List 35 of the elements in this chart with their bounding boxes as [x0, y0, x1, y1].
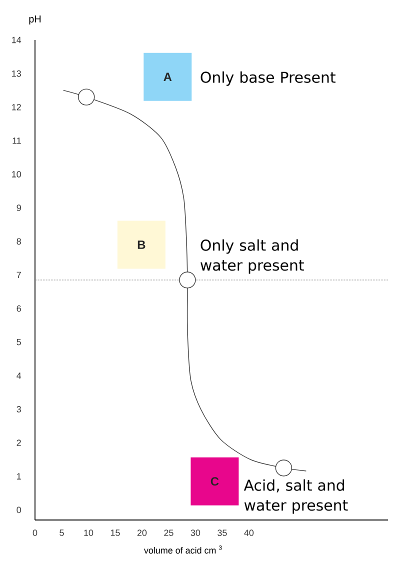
y-tick-label: 13 — [12, 70, 21, 77]
annotation: A — [164, 72, 172, 82]
annotation: B — [138, 240, 146, 249]
annotation: C — [210, 477, 219, 486]
y-tick-label: 14 — [12, 36, 22, 44]
y-tick-label: 8 — [16, 238, 21, 245]
x-tick-label: 40 — [244, 530, 254, 536]
x-tick-label: 15 — [110, 530, 120, 536]
y-tick-label: 11 — [12, 138, 21, 144]
point — [179, 272, 196, 288]
x-tick-label: 10 — [84, 530, 94, 536]
x-tick-label: 35 — [218, 530, 227, 536]
y-tick-label: 3 — [16, 406, 21, 412]
y-tick-label: 2 — [16, 440, 21, 446]
y-tick-label: 12 — [12, 104, 21, 110]
y-tick-label: 0 — [16, 506, 22, 514]
point — [78, 88, 95, 106]
annotation: Only base Present — [200, 71, 336, 86]
x-tick-label: 25 — [164, 530, 174, 536]
y-tick-label: 10 — [12, 171, 22, 178]
x-tick-label: 30 — [190, 530, 200, 536]
x-tick-label: 20 — [137, 530, 147, 536]
y-tick-label: 4 — [16, 372, 22, 379]
y-tick-label: 1 — [17, 473, 21, 480]
point — [275, 460, 292, 476]
annotation: Only salt and water present — [200, 239, 304, 274]
annotation: Acid, salt and water present — [244, 479, 348, 514]
y-tick-label: 9 — [16, 204, 21, 212]
y-tick-label: 5 — [16, 338, 21, 346]
x-axis-title: volume of acid cm $^{3}$ — [144, 546, 222, 554]
x-tick-label: 0 — [32, 530, 38, 536]
y-axis-title: pH — [29, 16, 41, 24]
y-tick-label: 6 — [16, 305, 21, 312]
x-tick-label: 5 — [60, 530, 64, 536]
y-tick-label: 7 — [16, 272, 21, 278]
